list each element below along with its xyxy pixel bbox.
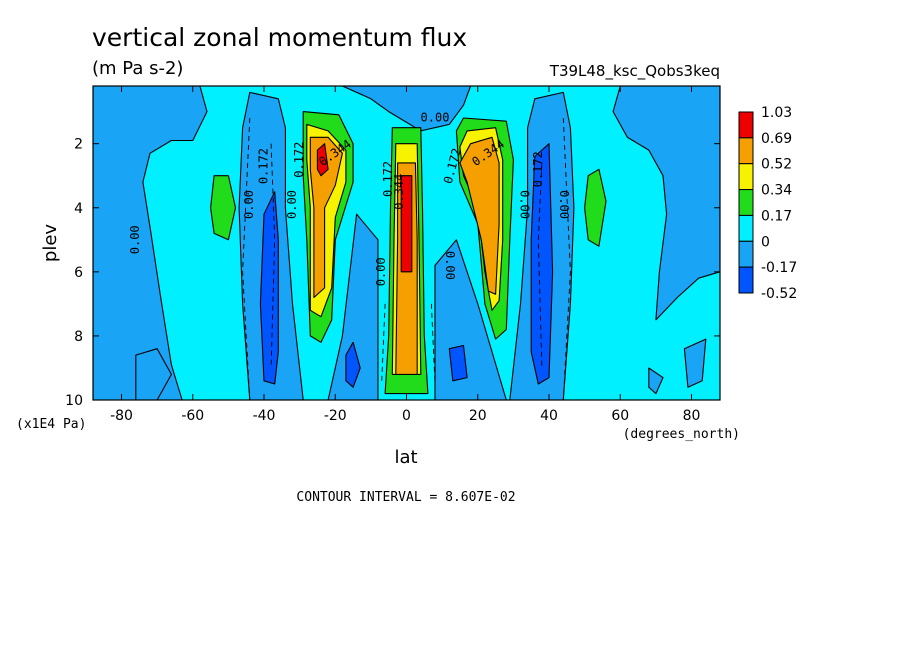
- chart-units: (m Pa s-2): [92, 58, 183, 79]
- colorbar-legend: 1.03 0.69 0.52 0.34 0.17 0 -0.17 -0.52: [738, 105, 797, 302]
- contour-label: 0.172: [381, 161, 395, 197]
- colorbar-swatch: [738, 240, 754, 268]
- contour-label: 0.344: [392, 174, 406, 210]
- blue-region-east: [612, 86, 720, 321]
- colorbar-label: 0: [761, 234, 770, 250]
- y-tick-label: 6: [74, 265, 83, 281]
- negative-contour-line: [537, 162, 543, 369]
- x-tick-label: 0: [402, 408, 411, 424]
- colorbar-label: -0.17: [761, 260, 797, 276]
- x-tick-label: 60: [611, 408, 629, 424]
- green-spot-w: [210, 175, 237, 241]
- x-tick-label: 80: [683, 408, 701, 424]
- blue-region-west: [93, 86, 208, 400]
- negative-contour-line: [430, 303, 436, 385]
- x-axis: -80 -60 -40 -20 0 20 40 60 80: [110, 86, 700, 424]
- deep-blue-core-e: [530, 143, 554, 385]
- x-tick-label: -20: [324, 408, 347, 424]
- colorbar-swatch: [738, 214, 754, 242]
- colorbar-swatch: [738, 189, 754, 216]
- y-axis: 2 4 6 8 10: [65, 137, 720, 409]
- x-axis-units: (degrees_north): [623, 427, 740, 442]
- x-axis-label: lat: [394, 447, 417, 468]
- colorbar-label: 0.52: [761, 157, 792, 173]
- colorbar-label: 1.03: [761, 105, 792, 121]
- colorbar-label: 0.17: [761, 208, 792, 224]
- colorbar-label: 0.69: [761, 131, 792, 147]
- contour-label: 0.00: [128, 225, 142, 254]
- deep-blue-blob-mw: [345, 341, 361, 388]
- contour-label: 0.172: [257, 148, 271, 184]
- x-tick-label: 40: [540, 408, 558, 424]
- blue-cell-mw: [327, 213, 379, 400]
- colorbar-swatch: [738, 266, 754, 294]
- orange-lobe-w: [309, 136, 343, 299]
- blue-blob-sw: [135, 348, 172, 400]
- colorbar-swatch: [738, 163, 754, 191]
- y-axis-units: (x1E4 Pa): [16, 417, 86, 432]
- blue-top-center: [341, 86, 472, 132]
- y-tick-label: 10: [65, 393, 83, 409]
- y-axis-label: plev: [40, 224, 61, 263]
- contour-interval-note: CONTOUR INTERVAL = 8.607E-02: [296, 490, 515, 505]
- x-tick-label: -40: [253, 408, 276, 424]
- contour-label: 0.00: [518, 190, 532, 219]
- red-core-eq: [400, 175, 413, 273]
- green-spot-e: [584, 168, 607, 247]
- contour-label: 0.00: [242, 190, 256, 219]
- negative-contour-line: [270, 143, 276, 369]
- y-tick-label: 4: [74, 201, 83, 217]
- contour-label: 0.172: [531, 151, 545, 187]
- contour-field: [93, 86, 720, 400]
- contour-label: 0.00: [443, 251, 457, 280]
- red-core-w: [316, 143, 329, 177]
- y-tick-label: 2: [74, 137, 83, 153]
- contour-label: 0.00: [421, 111, 450, 125]
- contour-label: 0.00: [374, 257, 388, 286]
- contour-label: 0.00: [285, 190, 299, 219]
- deep-blue-core-w: [259, 191, 279, 385]
- run-label: T39L48_ksc_Qobs3keq: [549, 62, 720, 81]
- colorbar-label: 0.34: [761, 183, 792, 199]
- orange-lobe-e: [459, 136, 500, 295]
- negative-contour-line: [562, 117, 571, 400]
- contour-label: 0.172: [292, 142, 306, 178]
- colorbar-label: -0.52: [761, 286, 797, 302]
- colorbar-swatch: [738, 111, 754, 139]
- contour-label: 0.00: [557, 190, 571, 219]
- x-tick-label: 20: [469, 408, 487, 424]
- x-tick-label: -80: [110, 408, 133, 424]
- blue-blob-se1: [648, 367, 664, 395]
- chart-title: vertical zonal momentum flux: [92, 23, 467, 52]
- negative-contour-line: [381, 303, 386, 385]
- negative-contour-line: [242, 117, 251, 400]
- colorbar-swatch: [738, 137, 754, 165]
- x-tick-label: -60: [181, 408, 204, 424]
- blue-blob-se2: [683, 338, 707, 388]
- y-tick-label: 8: [74, 329, 83, 345]
- deep-blue-blob-me: [448, 344, 468, 382]
